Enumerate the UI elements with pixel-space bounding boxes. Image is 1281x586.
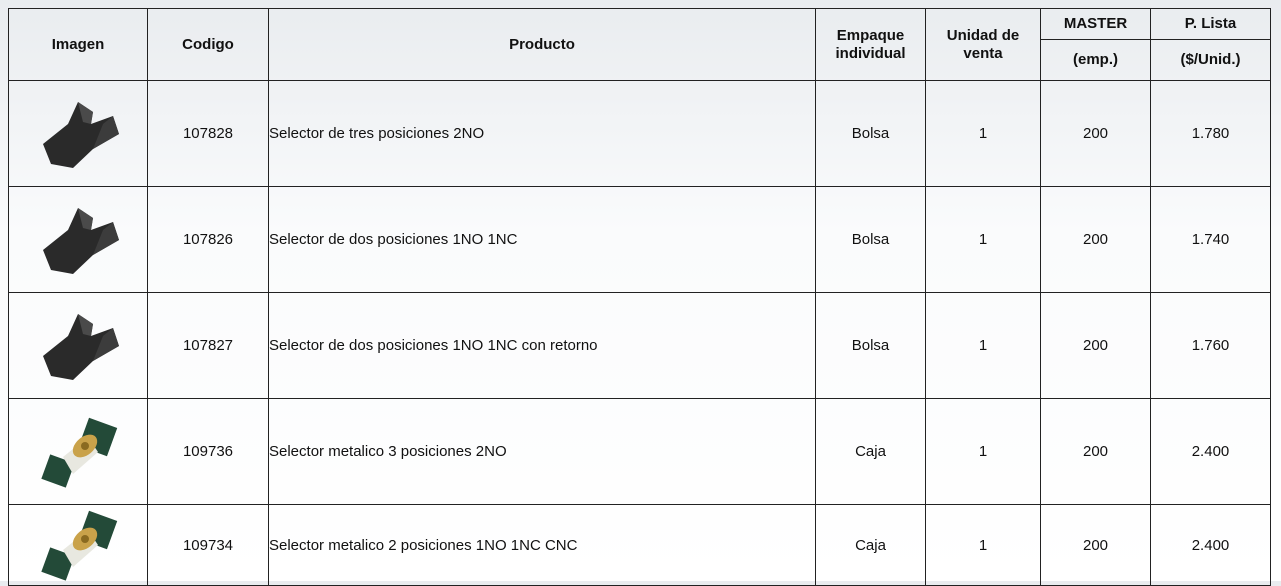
product-icon (41, 510, 118, 581)
product-cell: Selector metalico 2 posiciones 1NO 1NC C… (268, 504, 816, 586)
product-cell: Selector de dos posiciones 1NO 1NC (268, 186, 816, 293)
product-icon (43, 101, 119, 168)
package-cell: Bolsa (815, 80, 926, 187)
header-cell: MASTER (1040, 8, 1151, 40)
header-cell: P. Lista (1150, 8, 1271, 40)
header-cell: Unidad de venta (925, 8, 1041, 81)
master-cell: 200 (1040, 80, 1151, 187)
header-cell: Imagen (8, 8, 148, 81)
package-cell: Caja (815, 398, 926, 505)
image-cell (8, 292, 148, 399)
product-cell: Selector de dos posiciones 1NO 1NC con r… (268, 292, 816, 399)
unit-cell: 1 (925, 80, 1041, 187)
image-cell (8, 504, 148, 586)
image-cell (8, 80, 148, 187)
unit-cell: 1 (925, 398, 1041, 505)
price-cell: 1.740 (1150, 186, 1271, 293)
code-cell: 109736 (147, 398, 269, 505)
price-cell: 2.400 (1150, 504, 1271, 586)
package-cell: Bolsa (815, 186, 926, 293)
code-cell: 107826 (147, 186, 269, 293)
unit-cell: 1 (925, 504, 1041, 586)
header-cell: Codigo (147, 8, 269, 81)
price-cell: 2.400 (1150, 398, 1271, 505)
header-cell: Empaque individual (815, 8, 926, 81)
unit-cell: 1 (925, 186, 1041, 293)
product-icon (43, 313, 119, 380)
product-cell: Selector de tres posiciones 2NO (268, 80, 816, 187)
price-cell: 1.760 (1150, 292, 1271, 399)
table-row: 109736 Selector metalico 3 posiciones 2NO… (8, 398, 1271, 505)
header-cell: Producto (268, 8, 816, 81)
table-row: 107826 Selector de dos posiciones 1NO 1NC… (8, 186, 1271, 293)
code-cell: 107827 (147, 292, 269, 399)
image-cell (8, 186, 148, 293)
code-cell: 109734 (147, 504, 269, 586)
master-cell: 200 (1040, 186, 1151, 293)
unit-cell: 1 (925, 292, 1041, 399)
header-cell: (emp.) (1040, 39, 1151, 81)
table-row: 109734 Selector metalico 2 posiciones 1NO… (8, 504, 1271, 586)
price-cell: 1.780 (1150, 80, 1271, 187)
price-table: Imagen Codigo Producto Empaque individua… (8, 8, 1271, 586)
table-row: 107827 Selector de dos posiciones 1NO 1NC… (8, 292, 1271, 399)
table-row: 107828 Selector de tres posiciones 2NO Bol… (8, 80, 1271, 187)
master-cell: 200 (1040, 504, 1151, 586)
header-cell: ($/Unid.) (1150, 39, 1271, 81)
product-icon (41, 417, 118, 488)
master-cell: 200 (1040, 398, 1151, 505)
image-cell (8, 398, 148, 505)
product-icon (43, 207, 119, 274)
package-cell: Caja (815, 504, 926, 586)
package-cell: Bolsa (815, 292, 926, 399)
code-cell: 107828 (147, 80, 269, 187)
product-cell: Selector metalico 3 posiciones 2NO (268, 398, 816, 505)
master-cell: 200 (1040, 292, 1151, 399)
